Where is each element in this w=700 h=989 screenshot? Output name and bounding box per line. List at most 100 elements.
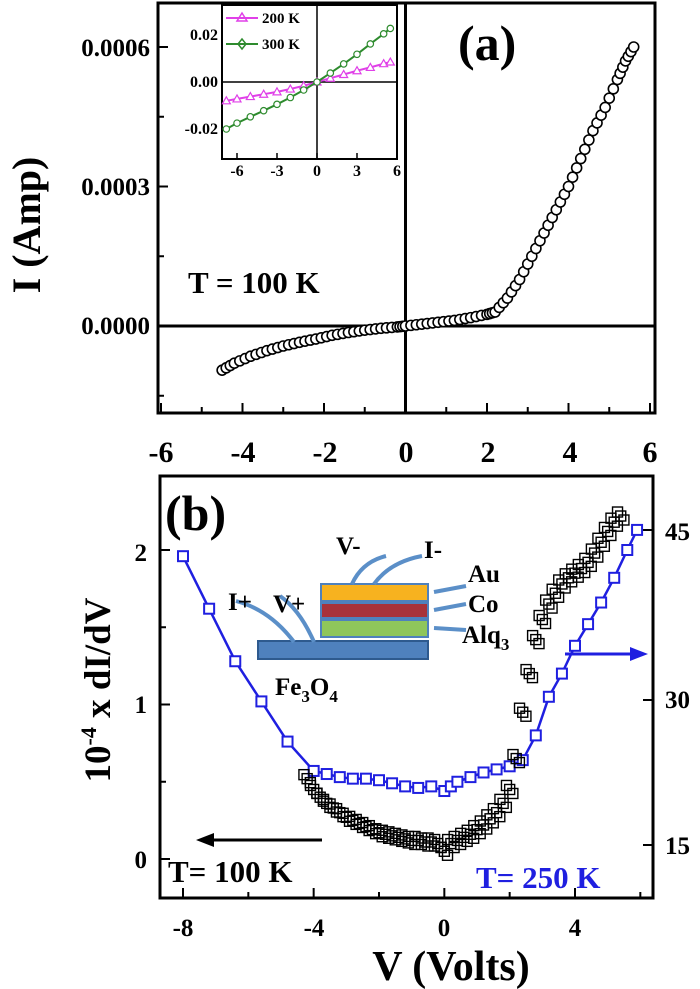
b-point-250k [386,777,399,790]
b-point-100k [592,532,604,544]
a-data-point [574,152,587,165]
panel-a-inset: 0.02 0.00 -0.02 -6 -3 0 3 6 200 K 300 K [185,4,401,180]
label-i-minus: I- [424,537,442,564]
b-point-250k [464,771,477,784]
b-point-100k [530,633,542,646]
b-xtick-label: 0 [438,915,451,942]
b-ytick-left: 2 [135,540,148,567]
b-point-250k [582,618,595,631]
b-point-250k [529,729,542,742]
b-ytick-right: 15 [665,833,690,860]
b-point-100k [533,637,545,650]
b-point-100k [307,783,320,796]
b-point-100k [517,706,529,718]
b-point-100k [311,787,323,799]
label-i-plus: I+ [228,589,252,616]
panel-a-temperature: T = 100 K [188,265,320,300]
b-point-100k [595,536,607,548]
b-point-250k [203,602,216,615]
inset-point-200k [221,95,232,105]
b-point-100k [526,629,539,642]
b-point-250k [503,760,516,773]
b-point-100k [582,556,594,569]
b-point-100k [598,540,611,552]
b-point-100k [585,560,597,573]
b-ytick-right: 30 [665,687,690,714]
arrow-au-icon [433,584,467,594]
inset-legend: 200 K 300 K [226,11,300,53]
ylabel-base: 10 [78,745,119,782]
b-xtick-label: -4 [304,915,325,942]
b-point-250k [373,774,385,787]
b-point-100k [618,514,630,526]
inset-point-300k [246,112,255,121]
b-point-250k [359,772,372,785]
b-point-100k [357,816,369,829]
fe-main: Fe [275,674,301,701]
inset-point-300k [366,40,375,48]
b-point-250k [490,763,503,776]
b-point-100k [428,833,441,846]
b-point-100k [445,837,457,850]
fe-mid: O [310,674,329,701]
fe-sub1: 3 [301,687,310,706]
b-point-100k [448,841,460,854]
panel-b-data [177,506,644,861]
panel-a-label: (a) [458,15,516,71]
b-point-100k [363,819,375,832]
inset-point-300k [222,125,231,133]
arrow-v-minus-icon [350,554,387,585]
b-point-100k [539,594,552,606]
label-alq3: Alq3 [462,622,509,654]
arrow-v-plus-icon [278,594,316,643]
b-point-100k [543,598,555,610]
panel-a-ticks [158,46,651,413]
a-data-point [627,41,640,53]
b-point-100k [605,529,617,542]
b-point-100k [615,510,627,522]
b-point-100k [314,791,326,803]
layer-substrate [257,640,429,660]
a-data-point [607,83,620,95]
inset-xtick-label: -3 [270,163,283,180]
b-point-100k [461,835,473,848]
b-point-100k [588,547,601,559]
right-arrow-head-icon [630,647,648,661]
b-point-100k [513,756,526,769]
b-point-100k [337,807,349,819]
label-v-plus: V+ [273,591,305,618]
panel-a: (a) T = 100 K I (Amp) 0.0006 0.0003 0.00… [4,1,658,469]
label-fe3o4: Fe3O4 [275,674,338,706]
label-v-minus: V- [336,533,361,560]
b-point-100k [523,667,535,680]
inset-data [221,5,398,159]
inset-point-200k [378,58,389,68]
inset-point-300k [313,78,321,86]
label-co: Co [468,591,499,618]
b-point-100k [458,831,470,844]
layer-alq [320,619,429,638]
b-point-250k [451,775,464,788]
a-xtick-label: 2 [481,436,496,469]
arrow-alq-icon [433,626,467,632]
inset-point-300k [286,93,295,102]
b-point-100k [546,602,558,614]
b-point-250k [542,690,555,703]
left-arrow-head-icon [196,833,214,847]
arrow-co-icon [433,602,467,612]
inset-point-200k [351,65,363,75]
b-point-250k [255,695,268,708]
inset-point-300k [379,30,388,38]
inset-point-200k [385,56,396,66]
a-data-point [566,171,579,183]
b-point-250k [425,780,438,793]
inset-point-200k [285,83,296,93]
b-point-100k [507,787,519,800]
panel-a-ylabel: I (Amp) [4,157,49,294]
b-point-100k [539,617,552,630]
a-data-point [578,143,591,156]
inset-point-200k [325,73,336,82]
b-point-100k [552,591,565,603]
b-point-100k [497,797,509,810]
inset-point-200k [271,86,283,96]
